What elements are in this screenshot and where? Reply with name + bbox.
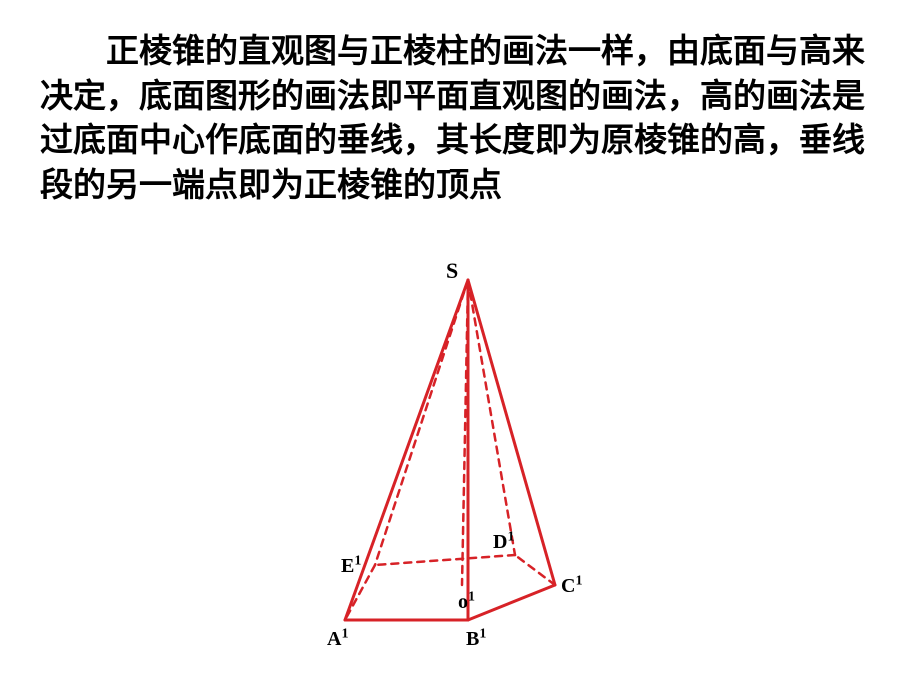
slide-page: 正棱锥的直观图与正棱柱的画法一样，由底面与高来决定，底面图形的画法即平面直观图的…	[0, 0, 920, 690]
pyramid-svg	[290, 255, 630, 685]
label-o1: o1	[458, 591, 475, 614]
pyramid-diagram: S A1 B1 C1 D1 E1 o1	[290, 255, 630, 685]
body-paragraph: 正棱锥的直观图与正棱柱的画法一样，由底面与高来决定，底面图形的画法即平面直观图的…	[40, 30, 880, 208]
label-e1: E1	[341, 555, 361, 578]
label-b1: B1	[466, 628, 486, 651]
label-c1: C1	[561, 575, 582, 598]
label-d1: D1	[493, 531, 514, 554]
label-a1: A1	[327, 628, 348, 651]
paragraph-text: 正棱锥的直观图与正棱柱的画法一样，由底面与高来决定，底面图形的画法即平面直观图的…	[40, 34, 865, 204]
label-s: S	[446, 258, 458, 284]
